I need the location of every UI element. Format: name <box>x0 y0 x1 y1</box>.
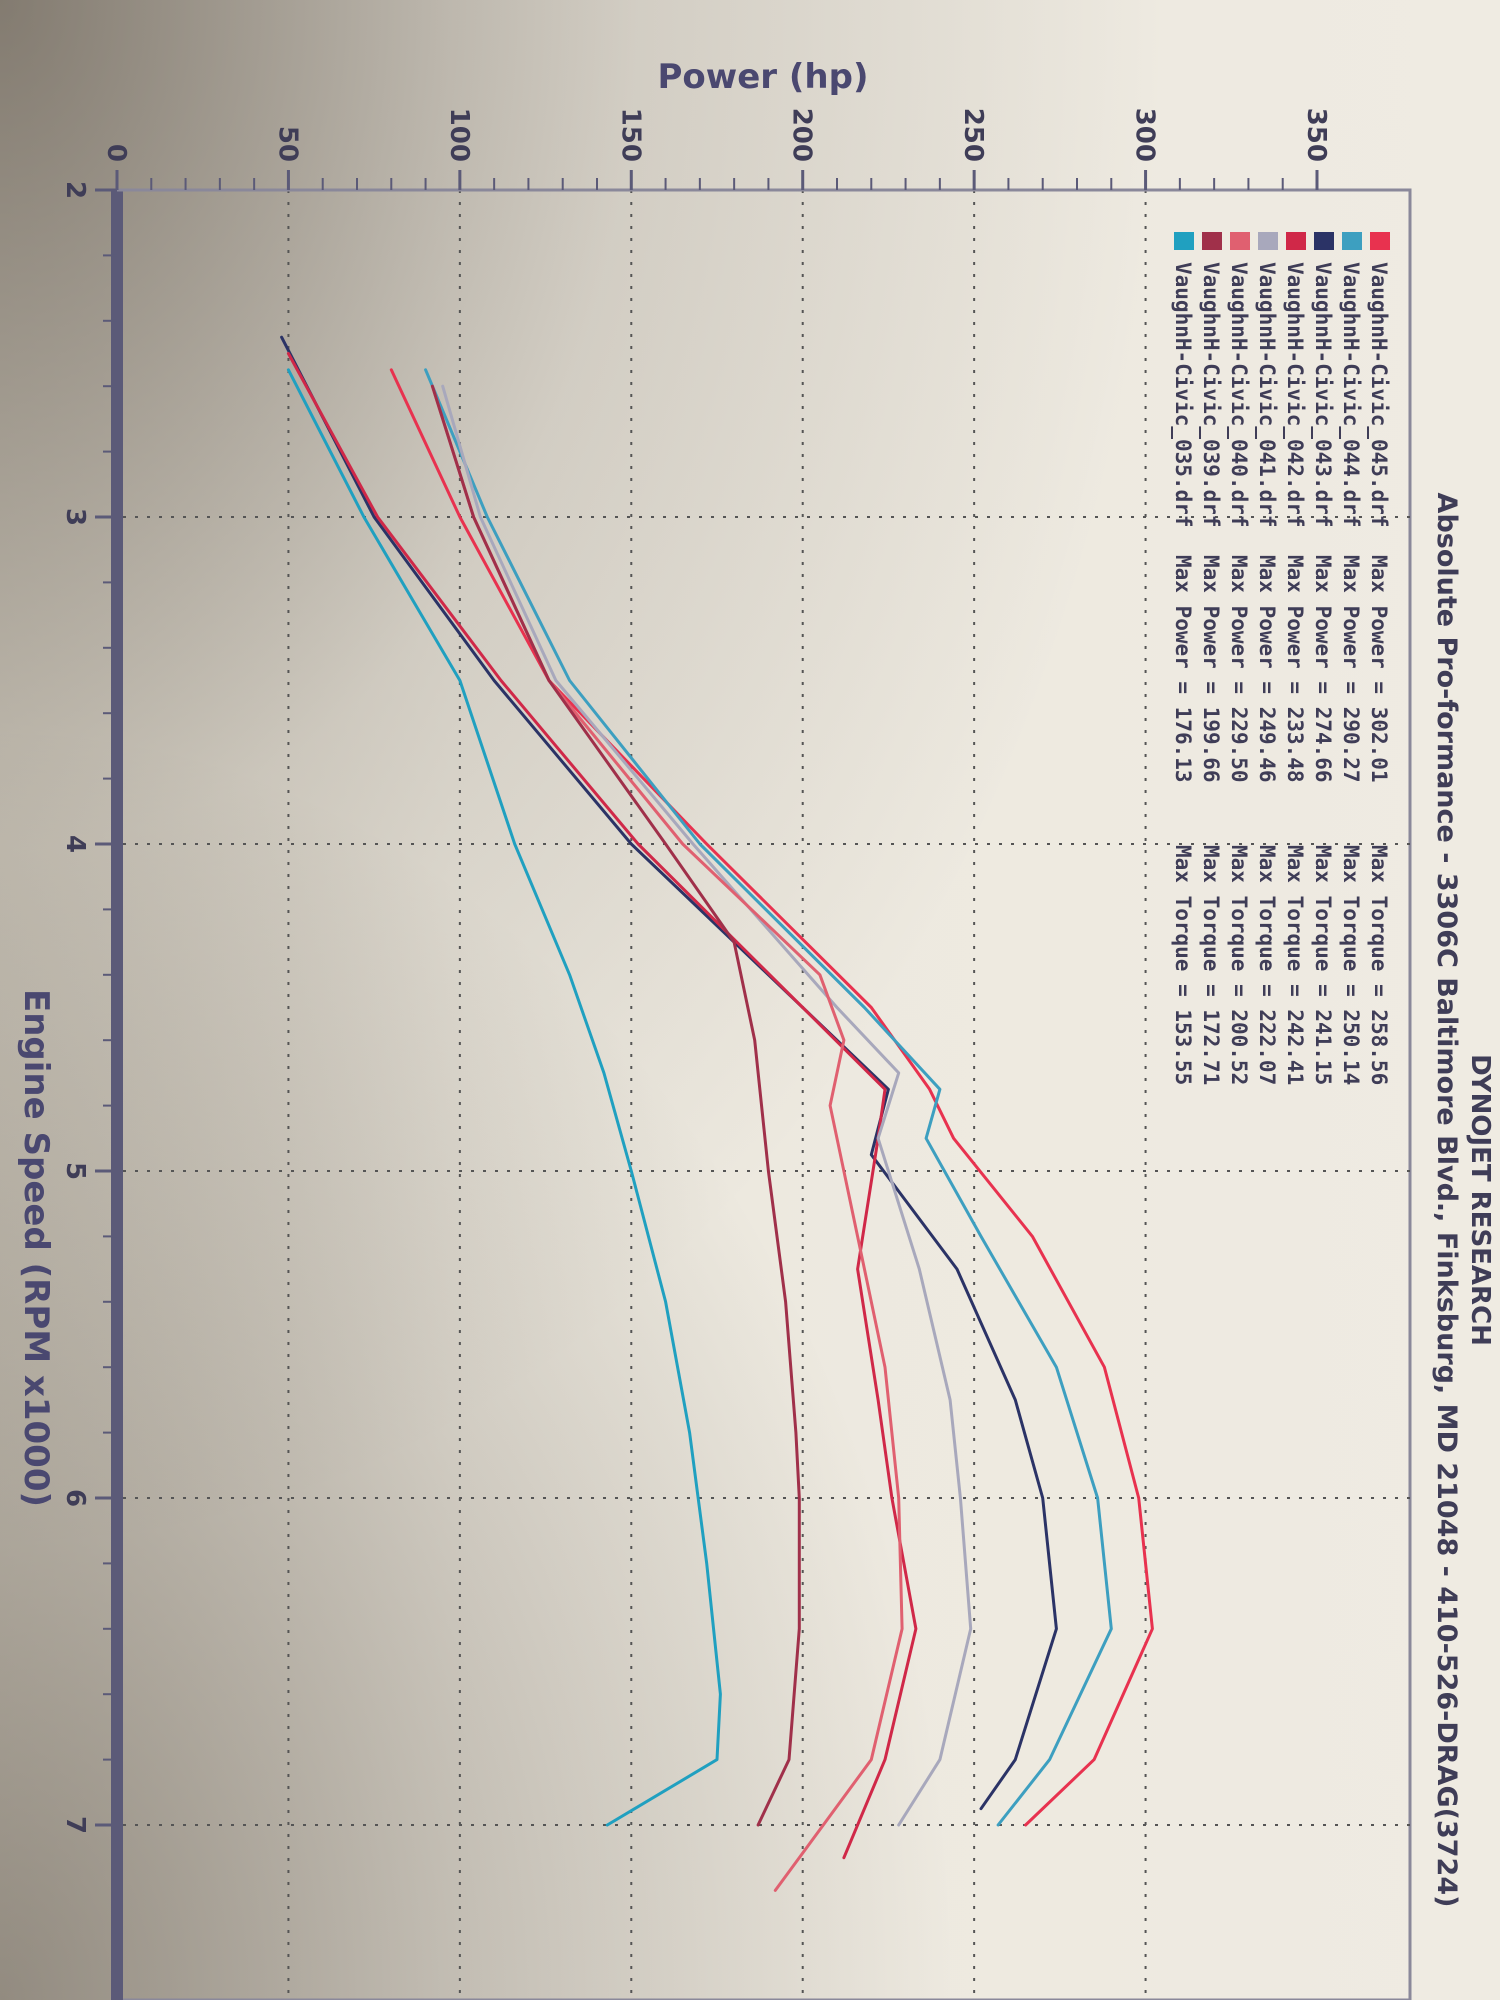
series-line <box>424 368 1113 1827</box>
legend-max-torque: Max Torque = 222.07 <box>1255 845 1279 1085</box>
legend-swatch <box>1202 232 1222 250</box>
series-line <box>280 335 1058 1811</box>
legend-name: VaughnH-Civic_044.drf <box>1339 262 1363 528</box>
x-tick-label: 5 <box>60 1162 90 1180</box>
series-line <box>441 384 973 1827</box>
legend-name: VaughnH-Civic_041.drf <box>1255 262 1279 528</box>
legend-max-power: Max Power = 290.27 <box>1339 555 1363 783</box>
legend-max-power: Max Power = 274.66 <box>1311 555 1335 783</box>
legend-max-torque: Max Torque = 250.14 <box>1339 845 1363 1085</box>
legend-max-torque: Max Torque = 241.15 <box>1311 845 1335 1085</box>
series-line <box>286 368 722 1827</box>
legend-name: VaughnH-Civic_040.drf <box>1227 262 1251 528</box>
legend-swatch <box>1286 232 1306 250</box>
legend-name: VaughnH-Civic_039.drf <box>1199 262 1223 528</box>
chart-header: DYNOJET RESEARCH <box>1465 1054 1495 1346</box>
x-tick-label: 7 <box>60 1816 90 1834</box>
y-tick-label: 150 <box>615 108 645 162</box>
y-tick-label: 250 <box>958 108 988 162</box>
legend-swatch <box>1230 232 1250 250</box>
legend-max-torque: Max Torque = 172.71 <box>1199 845 1223 1085</box>
y-tick-label: 300 <box>1130 108 1160 162</box>
axis-ticks: 2 3 4 5 6 7 0 50 100 150 200 250 300 350 <box>60 108 1331 1834</box>
y-tick-label: 100 <box>444 108 474 162</box>
x-axis-title: Engine Speed (RPM x1000) <box>16 989 56 1507</box>
legend-swatch <box>1342 232 1362 250</box>
y-tick-label: 350 <box>1301 108 1331 162</box>
legend-name: VaughnH-Civic_043.drf <box>1311 262 1335 528</box>
chart-subtitle: Absolute Pro-formance - 3306C Baltimore … <box>1431 493 1462 1908</box>
legend-name: VaughnH-Civic_035.drf <box>1171 262 1195 528</box>
legend-max-torque: Max Torque = 258.56 <box>1367 845 1391 1085</box>
series-line <box>430 384 904 1892</box>
legend-max-power: Max Power = 249.46 <box>1255 555 1279 783</box>
x-tick-label: 6 <box>60 1489 90 1507</box>
legend-max-torque: Max Torque = 153.55 <box>1171 845 1195 1085</box>
legend-name: VaughnH-Civic_045.drf <box>1367 262 1391 528</box>
x-tick-label: 4 <box>60 835 90 853</box>
legend-swatch <box>1370 232 1390 250</box>
series-line <box>286 352 918 1860</box>
y-axis-title: Power (hp) <box>658 57 869 97</box>
legend-max-power: Max Power = 302.01 <box>1367 555 1391 783</box>
series-line <box>430 384 801 1827</box>
legend-max-torque: Max Torque = 200.52 <box>1227 845 1251 1085</box>
grid-lines <box>117 190 1410 2000</box>
legend-swatch <box>1314 232 1334 250</box>
x-tick-label: 3 <box>60 508 90 526</box>
legend-name: VaughnH-Civic_042.drf <box>1283 262 1307 528</box>
legend-max-power: Max Power = 176.13 <box>1171 555 1195 783</box>
series-lines <box>280 335 1154 1892</box>
legend-max-power: Max Power = 199.66 <box>1199 555 1223 783</box>
legend-swatch <box>1258 232 1278 250</box>
legend-max-torque: Max Torque = 242.41 <box>1283 845 1307 1085</box>
y-tick-label: 50 <box>272 126 302 162</box>
legend-swatch <box>1174 232 1194 250</box>
x-tick-label: 2 <box>60 181 90 199</box>
y-tick-label: 200 <box>787 108 817 162</box>
legend-max-power: Max Power = 233.48 <box>1283 555 1307 783</box>
legend-max-power: Max Power = 229.50 <box>1227 555 1251 783</box>
y-tick-label: 0 <box>101 144 131 162</box>
